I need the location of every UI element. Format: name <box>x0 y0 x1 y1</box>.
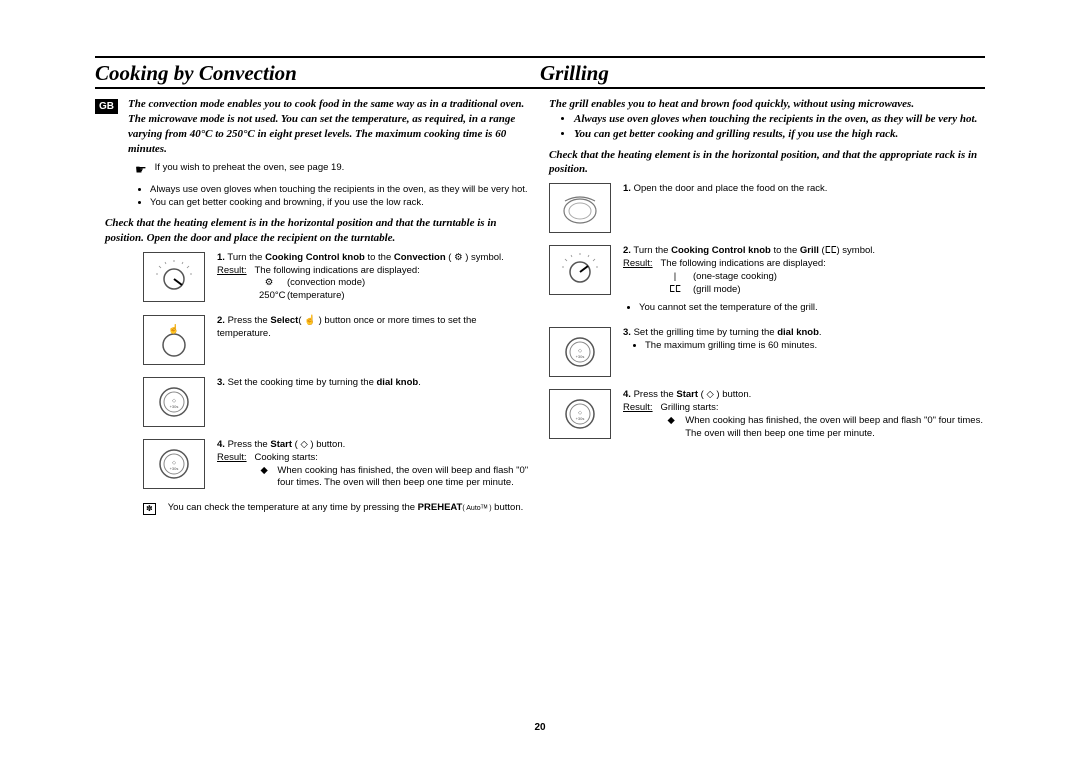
list-item: You can get better cooking and grilling … <box>574 127 985 142</box>
language-badge: GB <box>95 99 118 114</box>
dial-knob-icon: ◇+30s <box>143 377 205 427</box>
column-right: The grill enables you to heat and brown … <box>549 97 985 515</box>
page-number: 20 <box>534 722 545 733</box>
title-right: Grilling <box>540 61 985 86</box>
start-button-icon: ◇+30s <box>143 439 205 489</box>
intro-right: The grill enables you to heat and brown … <box>549 97 985 112</box>
select-button-icon: ☝ <box>143 315 205 365</box>
tip-row: ✽ You can check the temperature at any t… <box>143 502 531 515</box>
step-number: 2. <box>217 315 225 326</box>
divider-under-titles <box>95 87 985 89</box>
step-number: 3. <box>623 327 631 338</box>
knob-panel-icon <box>143 252 205 302</box>
step-row: 2. Turn the Cooking Control knob to the … <box>549 245 985 315</box>
knob-panel-icon <box>549 245 611 295</box>
intro-left: The convection mode enables you to cook … <box>128 97 531 156</box>
step-number: 4. <box>623 389 631 400</box>
column-left: GB The convection mode enables you to co… <box>95 97 531 515</box>
step-number: 1. <box>217 252 225 263</box>
start-button-icon: ◇+30s <box>549 389 611 439</box>
notes-list-left: Always use oven gloves when touching the… <box>95 184 531 210</box>
pointer-icon: ☛ <box>135 163 147 176</box>
intro-list-right: Always use oven gloves when touching the… <box>549 112 985 142</box>
step-number: 3. <box>217 377 225 388</box>
preheat-note: If you wish to preheat the oven, see pag… <box>155 162 345 175</box>
divider-top <box>95 56 985 58</box>
dial-knob-icon: ◇+30s <box>549 327 611 377</box>
step-row: ☝ 2. Press the Select( ☝ ) button once o… <box>95 315 531 365</box>
svg-text:+30s: +30s <box>576 416 585 421</box>
check-left: Check that the heating element is in the… <box>105 216 531 246</box>
svg-text:+30s: +30s <box>170 466 179 471</box>
step-number: 2. <box>623 245 631 256</box>
list-item: Always use oven gloves when touching the… <box>150 184 531 197</box>
step-number: 1. <box>623 183 631 194</box>
step-row: 1. Turn the Cooking Control knob to the … <box>95 252 531 303</box>
step-row: ◇+30s 4. Press the Start ( ◇ ) button. R… <box>549 389 985 440</box>
manual-page: Cooking by Convection Grilling GB The co… <box>0 0 1080 763</box>
oven-interior-icon <box>549 183 611 233</box>
svg-text:+30s: +30s <box>576 354 585 359</box>
title-left: Cooking by Convection <box>95 61 540 86</box>
step-row: 1. Open the door and place the food on t… <box>549 183 985 233</box>
step-row: ◇+30s 4. Press the Start ( ◇ ) button. R… <box>95 439 531 490</box>
list-item: You can get better cooking and browning,… <box>150 197 531 210</box>
svg-text:☝: ☝ <box>168 323 179 335</box>
check-right: Check that the heating element is in the… <box>549 148 985 178</box>
step-row: ◇+30s 3. Set the grilling time by turnin… <box>549 327 985 377</box>
list-item: Always use oven gloves when touching the… <box>574 112 985 127</box>
result-label: Result: <box>217 265 247 276</box>
heading-row: Cooking by Convection Grilling <box>95 61 985 87</box>
step-row: ◇+30s 3. Set the cooking time by turning… <box>95 377 531 427</box>
svg-text:+30s: +30s <box>170 404 179 409</box>
tip-icon: ✽ <box>143 503 156 515</box>
step-number: 4. <box>217 439 225 450</box>
